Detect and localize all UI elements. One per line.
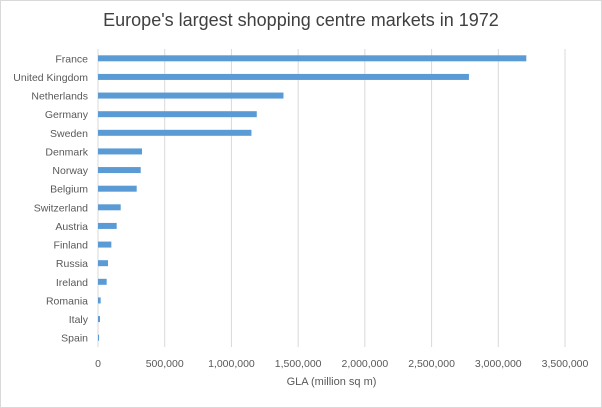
category-label: Netherlands	[31, 91, 88, 103]
bar-united-kingdom	[98, 73, 469, 80]
x-tick-label: 3,500,000	[542, 358, 589, 370]
x-tick-label: 1,000,000	[208, 358, 255, 370]
bar-russia	[98, 260, 109, 267]
bar-switzerland	[98, 204, 121, 211]
bar-romania	[98, 297, 101, 304]
category-labels: France United Kingdom Netherlands Germany Sw…	[13, 53, 88, 344]
bar-austria	[98, 222, 117, 229]
bar-denmark	[98, 148, 143, 155]
bar-belgium	[98, 185, 137, 192]
category-label: Germany	[45, 109, 89, 121]
chart-title: Europe's largest shopping centre markets…	[103, 10, 499, 30]
category-label: Russia	[56, 258, 88, 270]
category-label: Romania	[46, 295, 88, 307]
x-tick-label: 1,500,000	[275, 358, 322, 370]
bar-germany	[98, 111, 257, 118]
category-label: Ireland	[56, 277, 88, 289]
bar-ireland	[98, 278, 107, 285]
bar-sweden	[98, 129, 252, 136]
bar-finland	[98, 241, 112, 248]
x-tick-label: 0	[95, 358, 101, 370]
bar-france	[98, 55, 527, 62]
category-label: Switzerland	[34, 202, 88, 214]
bar-italy	[98, 316, 101, 323]
category-label: Sweden	[50, 128, 88, 140]
bars	[98, 55, 527, 341]
x-axis-title: GLA (million sq m)	[286, 376, 377, 388]
gridlines	[97, 49, 566, 347]
category-label: Spain	[61, 333, 88, 345]
category-label: Norway	[52, 165, 88, 177]
category-label: United Kingdom	[13, 72, 88, 84]
bar-norway	[98, 167, 141, 174]
x-tick-label: 500,000	[146, 358, 184, 370]
category-label: Finland	[54, 240, 89, 252]
category-label: France	[55, 53, 88, 65]
bar-spain	[98, 334, 100, 341]
x-tick-label: 2,500,000	[408, 358, 455, 370]
x-tick-label: 2,000,000	[341, 358, 388, 370]
x-tick-label: 3,000,000	[475, 358, 522, 370]
category-label: Austria	[55, 221, 88, 233]
bar-netherlands	[98, 92, 284, 99]
x-tick-labels: 0 500,000 1,000,000 1,500,000 2,000,000 2,500…	[95, 358, 588, 370]
category-label: Belgium	[50, 184, 88, 196]
category-label: Italy	[69, 314, 89, 326]
category-label: Denmark	[45, 146, 88, 158]
